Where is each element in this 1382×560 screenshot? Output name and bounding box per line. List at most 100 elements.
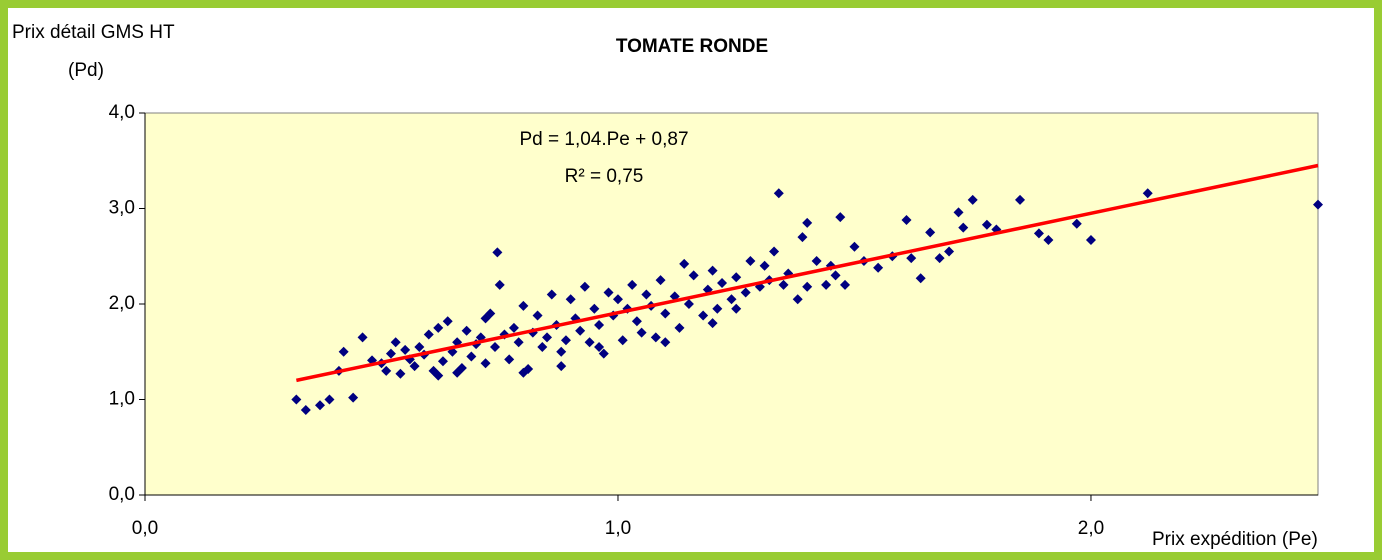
scatter-point <box>953 207 964 218</box>
trendline <box>295 163 1319 383</box>
scatter-point <box>584 337 595 348</box>
scatter-point <box>830 270 841 281</box>
scatter-point <box>636 327 647 338</box>
scatter-point <box>537 341 548 352</box>
scatter-point <box>494 279 505 290</box>
scatter-point <box>518 300 529 311</box>
scatter-point <box>1085 235 1096 246</box>
scatter-point <box>381 365 392 376</box>
scatter-point <box>437 356 448 367</box>
scatter-point <box>612 294 623 305</box>
scatter-point <box>821 279 832 290</box>
scatter-point <box>504 354 515 365</box>
scatter-point <box>958 222 969 233</box>
scatter-point <box>433 370 444 381</box>
scatter-point <box>849 241 860 252</box>
scatter-point <box>480 313 491 324</box>
scatter-point <box>513 337 524 348</box>
scatter-point <box>660 337 671 348</box>
scatter-point <box>385 348 396 359</box>
scatter-point <box>575 325 586 336</box>
scatter-point <box>508 322 519 333</box>
scatter-point <box>674 322 685 333</box>
scatter-point <box>1142 188 1153 199</box>
scatter-point <box>641 289 652 300</box>
scatter-point <box>617 335 628 346</box>
scatter-point <box>589 303 600 314</box>
scatter-point <box>759 260 770 271</box>
scatter-point <box>546 289 557 300</box>
scatter-point <box>300 405 311 416</box>
scatter-point <box>414 341 425 352</box>
scatter-point <box>556 346 567 357</box>
y-tick-label: 2,0 <box>109 293 135 314</box>
scatter-point <box>348 392 359 403</box>
scatter-point <box>944 246 955 257</box>
x-tick-label: 1,0 <box>605 518 631 539</box>
scatter-point <box>802 281 813 292</box>
scatter-point <box>631 316 642 327</box>
scatter-point <box>981 219 992 230</box>
scatter-point <box>357 332 368 343</box>
scatter-point <box>650 332 661 343</box>
scatter-point <box>324 394 335 405</box>
scatter-point <box>291 394 302 405</box>
scatter-point <box>480 358 491 369</box>
scatter-point <box>835 212 846 223</box>
scatter-point <box>400 344 411 355</box>
scatter-point <box>731 303 742 314</box>
scatter-point <box>556 361 567 372</box>
scatter-point <box>773 188 784 199</box>
scatter-point <box>840 279 851 290</box>
plot-area: 0,0 1,0 2,0 3,0 4,0 0,0 1,0 2,0 <box>109 102 1323 539</box>
scatter-point <box>338 346 349 357</box>
scatter-point <box>461 325 472 336</box>
x-tick-label: 2,0 <box>1078 518 1104 539</box>
scatter-point <box>707 265 718 276</box>
scatter-point <box>745 256 756 267</box>
scatter-point <box>542 332 553 343</box>
scatter-point <box>390 337 401 348</box>
scatter-point <box>660 308 671 319</box>
scatter-point <box>683 299 694 309</box>
scatter-point <box>1043 235 1054 246</box>
y-tick-label: 4,0 <box>109 102 135 123</box>
scatter-point <box>560 335 571 346</box>
scatter-point <box>315 400 326 411</box>
scatter-point <box>452 367 463 378</box>
scatter-point <box>1313 199 1323 210</box>
scatter-point <box>925 227 936 238</box>
chart-title: TOMATE RONDE <box>616 36 768 57</box>
y-axis-title: (Pd) <box>68 60 104 81</box>
y-axis-title: Prix détail GMS HT <box>12 22 175 43</box>
x-axis-title: Prix expédition (Pe) <box>1152 529 1318 550</box>
scatter-point <box>726 294 737 305</box>
scatter-point <box>603 287 614 298</box>
scatter-point <box>698 310 709 321</box>
scatter-point <box>717 277 728 288</box>
scatter-point <box>532 310 543 321</box>
scatter-point <box>395 368 406 379</box>
annotation: Pd = 1,04.Pe + 0,87 <box>519 129 688 150</box>
scatter-point <box>433 322 444 333</box>
scatter-point <box>740 287 751 298</box>
scatter-point <box>565 294 576 305</box>
scatter-point <box>594 320 605 331</box>
scatter-point <box>797 232 808 243</box>
scatter-point <box>1033 228 1044 239</box>
scatter-point <box>466 351 477 362</box>
scatter-point <box>518 367 529 378</box>
y-tick-label: 0,0 <box>109 484 135 505</box>
scatter-point <box>731 272 742 283</box>
scatter-point <box>769 246 780 257</box>
scatter-point <box>655 275 666 286</box>
scatter-point <box>679 258 690 269</box>
scatter-point <box>778 279 789 290</box>
x-tick-label: 0,0 <box>132 518 158 539</box>
scatter-point <box>579 281 590 292</box>
scatter-point <box>627 279 638 290</box>
y-tick-label: 3,0 <box>109 198 135 219</box>
scatter-point <box>712 303 723 314</box>
scatter-point <box>802 217 813 228</box>
